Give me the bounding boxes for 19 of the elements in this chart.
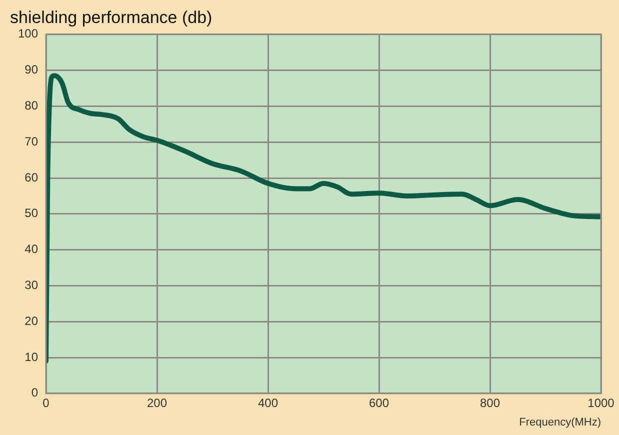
y-tick-label: 60 [24, 170, 38, 184]
x-tick-label: 1000 [588, 396, 615, 410]
y-tick-label: 20 [24, 314, 38, 328]
x-tick-label: 800 [480, 396, 500, 410]
y-tick-label: 30 [24, 278, 38, 292]
y-tick-label: 40 [24, 242, 38, 256]
y-tick-label: 90 [24, 62, 38, 77]
y-tick-label: 70 [24, 134, 38, 148]
y-tick-label: 50 [24, 206, 38, 220]
y-tick-label: 80 [24, 98, 38, 113]
y-tick-label: 100 [18, 26, 38, 41]
chart-title: shielding performance (db) [10, 8, 212, 27]
x-axis-title: Frequency(MHz) [519, 416, 601, 428]
x-tick-label: 600 [368, 396, 390, 410]
x-tick-label: 400 [258, 396, 278, 410]
y-tick-label: 0 [31, 386, 38, 400]
x-tick-label: 200 [147, 396, 168, 410]
y-tick-label: 10 [24, 350, 38, 364]
x-tick-label: 0 [42, 396, 50, 410]
